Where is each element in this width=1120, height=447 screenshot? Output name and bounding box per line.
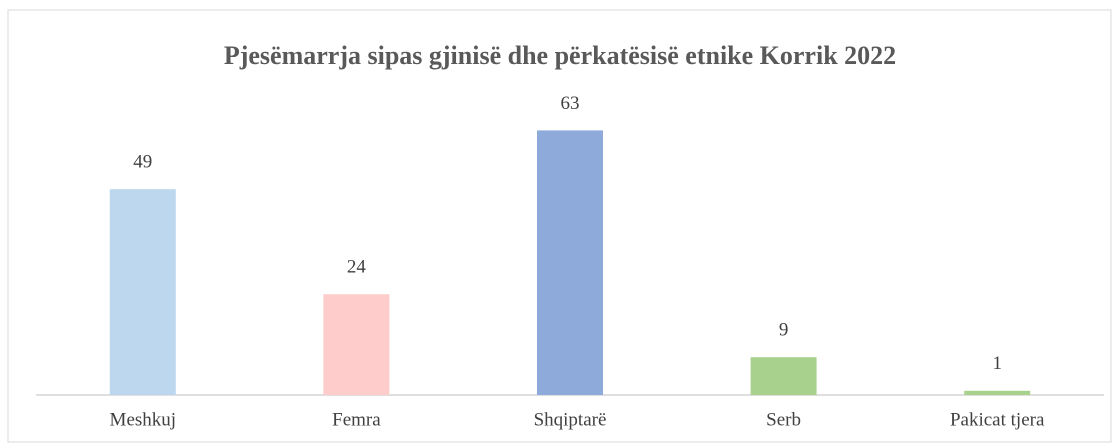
x-tick-label: Serb <box>766 409 801 430</box>
chart-title: Pjesëmarrja sipas gjinisë dhe përkatësis… <box>224 41 896 70</box>
data-label: 1 <box>992 353 1002 374</box>
data-label: 9 <box>779 320 789 341</box>
x-tick-label: Femra <box>332 409 381 430</box>
x-tick-label: Shqiptarë <box>534 409 607 430</box>
data-label: 49 <box>133 152 152 173</box>
data-label: 63 <box>561 93 580 114</box>
bar <box>537 130 603 395</box>
x-tick-label: Meshkuj <box>110 409 177 430</box>
bar <box>750 357 817 395</box>
x-tick-label: Pakicat tjera <box>950 409 1045 430</box>
bar <box>964 390 1031 395</box>
data-label: 24 <box>347 257 367 278</box>
bar <box>109 189 176 395</box>
bar <box>323 294 390 395</box>
